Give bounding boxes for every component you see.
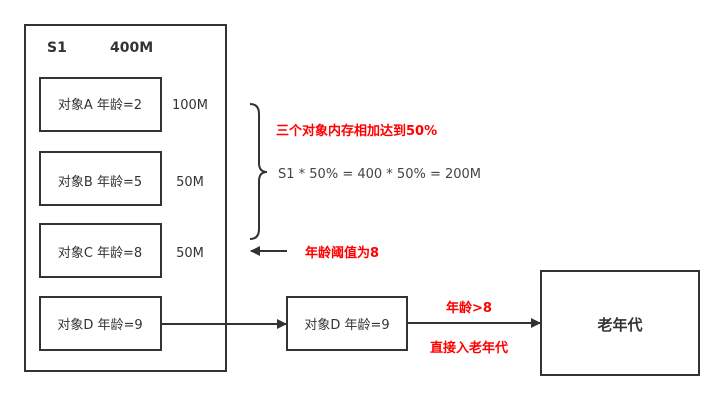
object-a-size: 100M	[172, 98, 208, 113]
survivor-name: S1	[47, 40, 67, 56]
object-b-label: 对象B 年龄=5	[58, 175, 142, 190]
object-c: 对象C 年龄=8 50M	[39, 223, 204, 278]
object-c-size: 50M	[176, 246, 204, 261]
object-a: 对象A 年龄=2 100M	[39, 77, 208, 132]
object-c-label: 对象C 年龄=8	[58, 246, 142, 261]
survivor-size: 400M	[110, 40, 153, 56]
brace	[249, 103, 268, 240]
object-a-label: 对象A 年龄=2	[58, 98, 142, 113]
threshold-note: 年龄阈值为8	[305, 245, 379, 261]
promote-action: 直接入老年代	[430, 340, 508, 356]
old-generation: 老年代	[540, 270, 700, 376]
object-d-label: 对象D 年龄=9	[57, 318, 142, 333]
promote-condition: 年龄>8	[446, 300, 492, 316]
object-b: 对象B 年龄=5 50M	[39, 151, 204, 206]
object-b-size: 50M	[176, 175, 204, 190]
old-gen-label: 老年代	[596, 316, 642, 334]
sum-note: 三个对象内存相加达到50%	[276, 123, 437, 139]
moved-object-label: 对象D 年龄=9	[304, 318, 389, 333]
formula: S1 * 50% = 400 * 50% = 200M	[278, 167, 481, 182]
moved-object: 对象D 年龄=9	[286, 296, 408, 351]
object-d: 对象D 年龄=9	[39, 296, 162, 351]
